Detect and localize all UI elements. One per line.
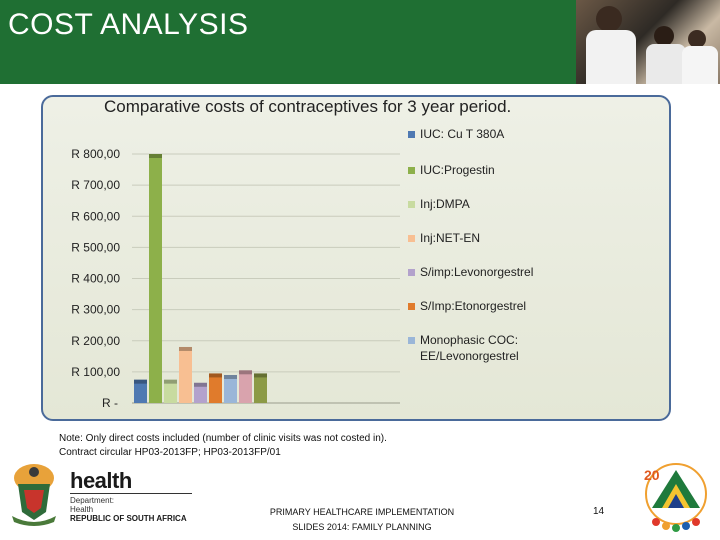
bar-top-shade (194, 382, 207, 387)
legend-label: Monophasic COC: EE/Levonorgestrel (420, 333, 519, 363)
y-tick-label: R 500,00 (71, 240, 120, 254)
department-of-health-logo: health Department: Health REPUBLIC OF SO… (8, 460, 198, 530)
legend-swatch (408, 269, 415, 276)
page-number: 14 (593, 506, 605, 517)
logo-department-text: Department: Health (70, 496, 114, 514)
bar-top-shade (164, 379, 177, 384)
bar (179, 346, 192, 403)
y-tick-label: R 400,00 (71, 272, 120, 286)
bar (209, 373, 222, 403)
bar-top-shade (254, 373, 267, 378)
bar-top-shade (239, 370, 252, 375)
legend-label: IUC: Cu T 380A (420, 127, 505, 141)
note-line-2: Contract circular HP03-2013FP; HP03-2013… (59, 447, 281, 458)
health-wordmark: health (70, 468, 132, 493)
legend-swatch (408, 303, 415, 310)
bar-top-shade (224, 374, 237, 379)
logo-country-text: REPUBLIC OF SOUTH AFRICA (70, 514, 187, 523)
y-tick-label: R 300,00 (71, 303, 120, 317)
bar (254, 373, 267, 403)
bar (149, 154, 162, 403)
bar-top-shade (209, 373, 222, 378)
legend-label: Inj:NET-EN (420, 231, 481, 245)
logo-divider (70, 493, 192, 494)
y-tick-label: R 700,00 (71, 178, 120, 192)
coat-of-arms-icon (12, 464, 56, 526)
y-tick-label: R 200,00 (71, 334, 120, 348)
legend-label: Inj:DMPA (420, 197, 470, 211)
logo-sub-line-2: Health (70, 505, 94, 514)
y-tick-label: R - (102, 396, 118, 410)
logo-sub-line-1: Department: (70, 496, 115, 505)
chart-note: Note: Only direct costs included (number… (59, 432, 387, 460)
legend-swatch (408, 201, 415, 208)
legend-label: S/Imp:Etonorgestrel (420, 299, 527, 313)
legend-swatch (408, 235, 415, 242)
note-line-1: Note: Only direct costs included (number… (59, 433, 387, 444)
y-tick-label: R 100,00 (71, 365, 120, 379)
legend-label: IUC:Progestin (420, 163, 495, 177)
footer-line-2: SLIDES 2014: FAMILY PLANNING (292, 522, 432, 532)
bar (194, 382, 207, 403)
legend-swatch (408, 131, 415, 138)
header-photo (576, 0, 720, 84)
chart-title: Comparative costs of contraceptives for … (104, 97, 512, 116)
bar (134, 379, 147, 403)
bar-top-shade (149, 154, 162, 158)
bar (239, 370, 252, 403)
legend-swatch (408, 167, 415, 174)
twenty-years-emblem-icon: 20 (644, 463, 707, 532)
footer-caption: PRIMARY HEALTHCARE IMPLEMENTATION SLIDES… (262, 505, 462, 535)
y-tick-label: R 800,00 (71, 147, 120, 161)
y-tick-label: R 600,00 (71, 209, 120, 223)
bar (224, 374, 237, 403)
bar-top-shade (179, 346, 192, 351)
legend-swatch (408, 337, 415, 344)
chart-legend: IUC: Cu T 380A IUC:Progestin Inj:DMPA Inj:N… (408, 126, 668, 376)
chart-panel (41, 95, 671, 421)
svg-text:20: 20 (644, 467, 660, 483)
bar-top-shade (134, 379, 147, 384)
legend-label: S/imp:Levonorgestrel (420, 265, 534, 279)
slide-title: COST ANALYSIS (8, 8, 249, 41)
bar (164, 379, 177, 403)
footer-line-1: PRIMARY HEALTHCARE IMPLEMENTATION (269, 507, 455, 517)
